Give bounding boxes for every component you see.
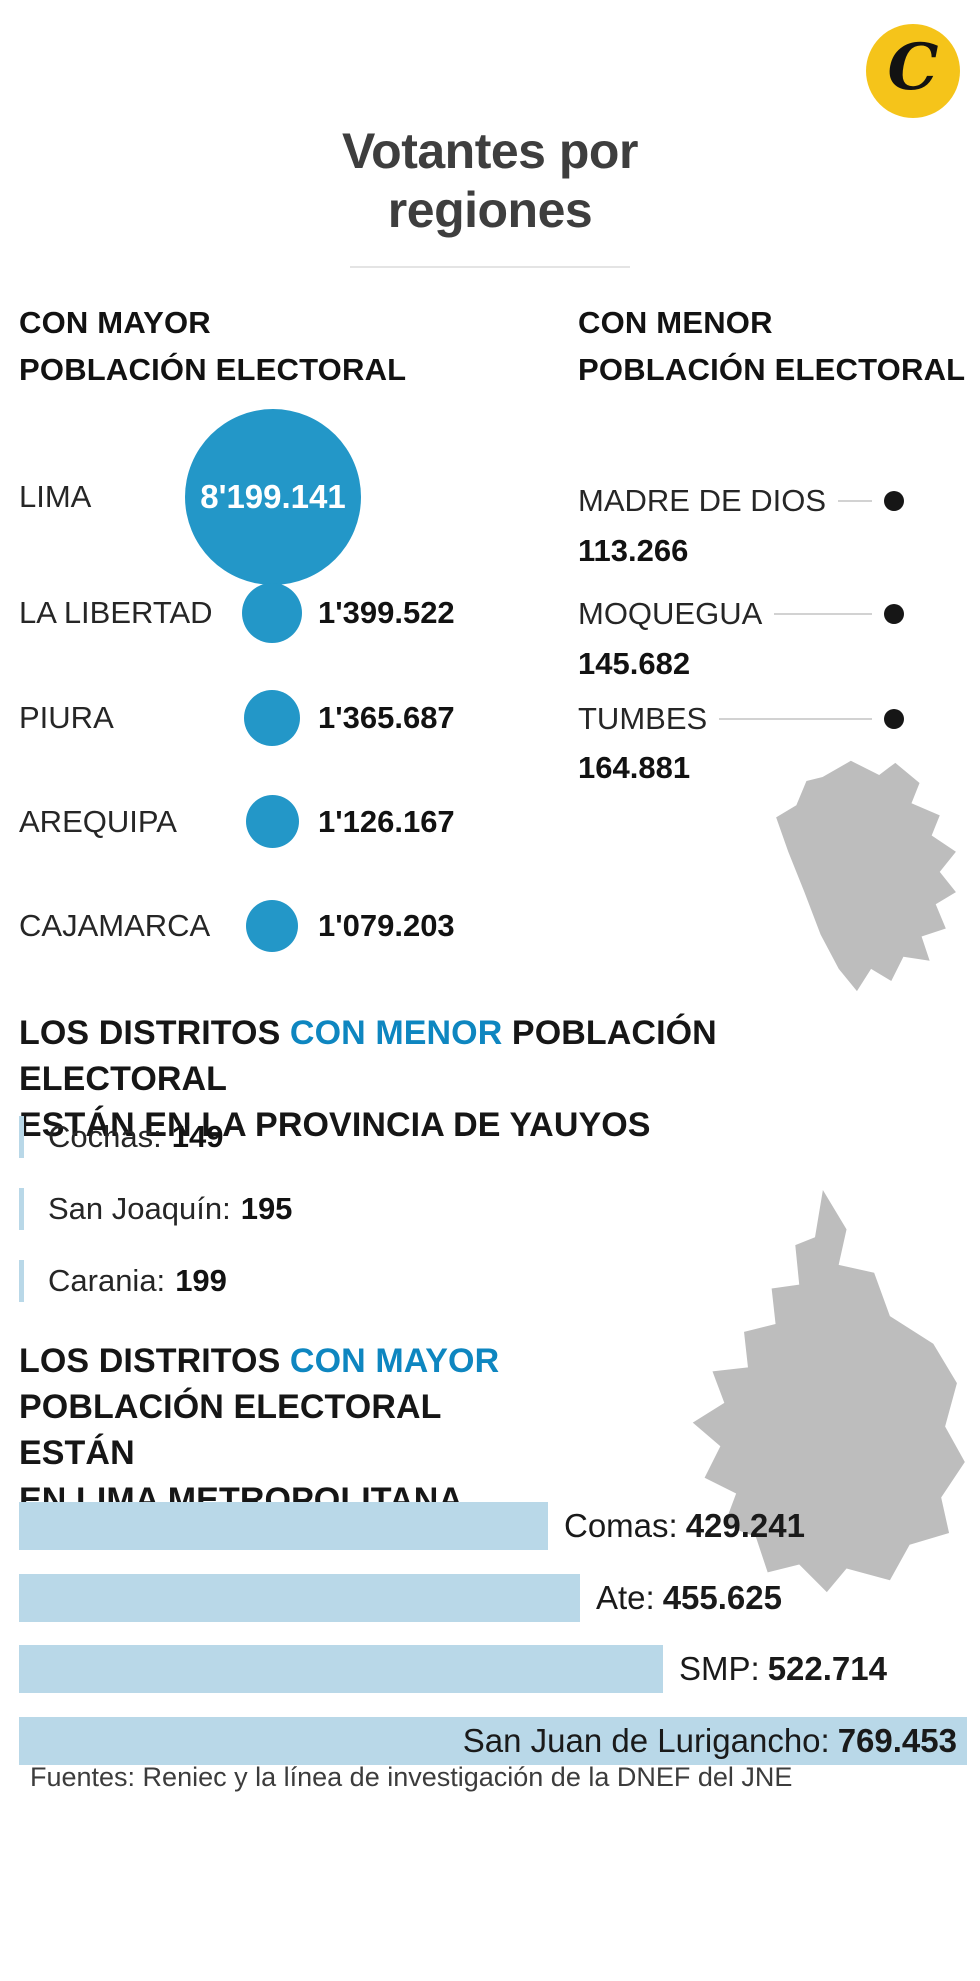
lima-heading: LOS DISTRITOS CON MAYOR POBLACIÓN ELECTOR… (19, 1338, 539, 1523)
district-row-carania: Carania: 199 (19, 1258, 227, 1304)
lima-map-shape (692, 1189, 965, 1593)
region-label-cajamarca: CAJAMARCA (19, 908, 211, 943)
peru-map-icon (776, 760, 956, 992)
cajamarca-value: 1'079.203 (318, 908, 455, 943)
comas-bar-label: Comas: 429.241 (564, 1507, 805, 1545)
lima-bubble: 8'199.141 (185, 409, 361, 585)
menor-row-tumbes: TUMBES (578, 701, 904, 736)
piura-bubble (244, 690, 300, 746)
region-label-la-libertad: LA LIBERTAD (19, 595, 213, 630)
district-value: 195 (240, 1191, 293, 1226)
la-libertad-bubble (242, 583, 302, 643)
district-value: 199 (175, 1263, 227, 1298)
page-title: Votantes por regiones (0, 122, 980, 240)
logo-letter-icon: C (887, 30, 939, 105)
dot-marker-icon (884, 604, 904, 624)
madre-de-dios-value: 113.266 (578, 533, 689, 568)
san-juan-de-lurigancho-bar (19, 1717, 967, 1765)
region-label-tumbes: TUMBES (578, 701, 708, 736)
district-name: San Joaquín: (48, 1191, 231, 1226)
cajamarca-bubble (246, 900, 298, 952)
arequipa-value: 1'126.167 (318, 804, 455, 839)
mini-bar (19, 1116, 24, 1158)
bar-row-ate: Ate: 455.625 (19, 1574, 967, 1622)
bar-row-comas: Comas: 429.241 (19, 1502, 967, 1550)
bar-label-name: Ate: (596, 1579, 655, 1616)
bar-row-san-juan-de-lurigancho: San Juan de Lurigancho: 769.453 (19, 1717, 967, 1765)
ate-bar (19, 1574, 580, 1622)
dot-marker-icon (884, 709, 904, 729)
menor-row-madre-de-dios: MADRE DE DIOS (578, 483, 904, 518)
arequipa-bubble (246, 795, 299, 848)
bar-label-value: 429.241 (685, 1507, 805, 1544)
mayor-header-line2: POBLACIÓN ELECTORAL (19, 351, 407, 387)
mayor-header-line1: CON MAYOR (19, 305, 211, 340)
lima-heading-accent: CON MAYOR (289, 1342, 500, 1380)
menor-header-line2: POBLACIÓN ELECTORAL (578, 351, 966, 387)
district-name: Carania: (48, 1263, 166, 1298)
bar-label-value: 522.714 (767, 1650, 887, 1687)
district-row-san-joaquin: San Joaquín: 195 (19, 1186, 292, 1232)
lima-map-icon (692, 1189, 965, 1593)
region-label-lima: LIMA (19, 479, 92, 514)
comas-bar (19, 1502, 548, 1550)
yauyos-heading: LOS DISTRITOS CON MENOR POBLACIÓN ELECTO… (19, 1010, 919, 1149)
district-value: 149 (171, 1119, 224, 1154)
yauyos-heading-suffix: POBLACIÓN ELECTORAL (19, 1014, 717, 1099)
bar-label-value: 769.453 (837, 1722, 957, 1759)
mini-bar (19, 1188, 24, 1230)
lima-heading-line2: POBLACIÓN ELECTORAL ESTÁN (19, 1388, 441, 1473)
lima-heading-prefix: LOS DISTRITOS (19, 1342, 290, 1380)
dot-marker-icon (884, 491, 904, 511)
region-label-moquegua: MOQUEGUA (578, 596, 763, 631)
bar-label-name: Comas: (564, 1507, 678, 1544)
san-juan-de-lurigancho-bar-label: San Juan de Lurigancho: 769.453 (463, 1722, 957, 1760)
bar-row-smp: SMP: 522.714 (19, 1645, 967, 1693)
smp-bar-label: SMP: 522.714 (679, 1650, 887, 1688)
lima-value: 8'199.141 (200, 478, 346, 515)
district-name: Cochas: (48, 1119, 162, 1154)
menor-header-line1: CON MENOR (578, 305, 773, 340)
bar-label-value: 455.625 (662, 1579, 782, 1616)
el-comercio-logo: C (866, 24, 960, 118)
mayor-header: CON MAYOR POBLACIÓN ELECTORAL (19, 300, 406, 393)
title-divider (350, 266, 630, 268)
la-libertad-value: 1'399.522 (318, 595, 455, 630)
leader-line (838, 500, 872, 502)
smp-bar (19, 1645, 663, 1693)
bar-label-name: SMP: (679, 1650, 760, 1687)
ate-bar-label: Ate: 455.625 (596, 1579, 782, 1617)
piura-value: 1'365.687 (318, 700, 455, 735)
title-line-2: regiones (387, 182, 593, 238)
region-label-piura: PIURA (19, 700, 114, 735)
tumbes-value: 164.881 (578, 750, 691, 785)
title-line-1: Votantes por (342, 123, 638, 179)
moquegua-value: 145.682 (578, 646, 691, 681)
leader-line (719, 718, 872, 720)
yauyos-heading-line2: ESTÁN EN LA PROVINCIA DE YAUYOS (19, 1106, 651, 1145)
region-label-arequipa: AREQUIPA (19, 804, 177, 839)
mini-bar (19, 1260, 24, 1302)
source-note: Fuentes: Reniec y la línea de investigac… (30, 1762, 793, 1792)
region-label-madre-de-dios: MADRE DE DIOS (578, 483, 827, 518)
yauyos-heading-accent: CON MENOR (289, 1014, 503, 1052)
leader-line (774, 613, 872, 615)
peru-map-shape (776, 760, 956, 992)
bar-label-name: San Juan de Lurigancho: (462, 1722, 830, 1759)
yauyos-heading-prefix: LOS DISTRITOS (19, 1014, 290, 1052)
menor-header: CON MENOR POBLACIÓN ELECTORAL (578, 300, 965, 393)
menor-row-moquegua: MOQUEGUA (578, 596, 904, 631)
district-row-cochas: Cochas: 149 (19, 1114, 223, 1160)
